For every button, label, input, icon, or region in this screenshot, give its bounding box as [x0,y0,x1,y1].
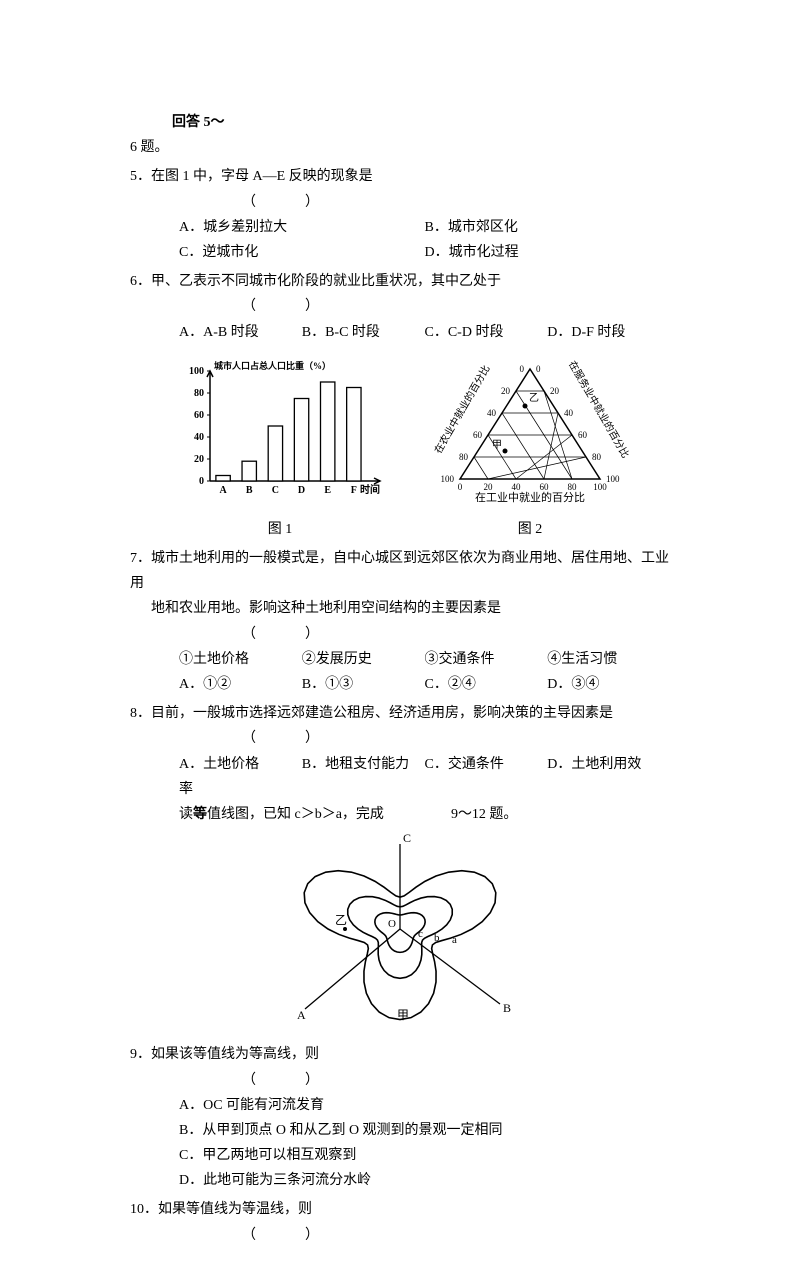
q10-stem: 10．如果等值线为等温线，则 [130,1197,670,1222]
svg-text:60: 60 [578,430,588,440]
q5-optA: A．城乡差别拉大 [179,215,425,240]
intro-line2: 6 题。 [130,135,670,160]
q9-optD: D．此地可能为三条河流分水岭 [179,1168,670,1193]
svg-text:乙: 乙 [529,392,539,404]
svg-text:B: B [503,1001,511,1015]
q6-optA: A．A-B 时段 [179,320,302,345]
svg-text:0: 0 [520,364,525,374]
svg-text:A: A [297,1008,306,1022]
svg-text:80: 80 [459,452,469,462]
q8-optD: D．土地利用效 [547,752,670,777]
figure-2: 010010020808040606060404080202010000乙甲在工… [430,351,630,542]
ternary-chart-svg: 010010020808040606060404080202010000乙甲在工… [430,351,630,506]
q7-optB: B．①③ [302,672,425,697]
q8-blank: （ ） [242,726,670,751]
svg-text:20: 20 [484,482,494,492]
svg-text:80: 80 [194,388,204,399]
q7-n2: ②发展历史 [302,647,425,672]
q9-blank: （ ） [242,1068,670,1093]
q7-optD: D．③④ [547,672,670,697]
contour-svg: C A B Ocba 甲 乙 [275,829,525,1029]
q6-stem: 6．甲、乙表示不同城市化阶段的就业比重状况，其中乙处于 [130,269,670,294]
q9-optC: C．甲乙两地可以相互观察到 [179,1143,670,1168]
contour-figure: C A B Ocba 甲 乙 [130,829,670,1038]
svg-text:O: O [388,918,396,930]
svg-text:20: 20 [550,386,560,396]
intro-line1: 回答 5～ [172,110,670,135]
q5-optC: C．逆城市化 [179,240,425,265]
svg-text:60: 60 [194,410,204,421]
svg-text:C: C [403,831,411,845]
svg-text:B: B [246,485,253,496]
q7-n1: ①土地价格 [179,647,302,672]
figure-1: 0 20 40 60 80 100 城市人口占总人口比重（%） A B C D E F时间 图 1 [170,356,390,542]
svg-text:甲: 甲 [397,1008,409,1022]
q9-optB: B．从甲到顶点 O 和从乙到 O 观测到的景观一定相同 [179,1118,670,1143]
q7-optA: A．①② [179,672,302,697]
q8-optC: C．交通条件 [425,752,548,777]
svg-text:40: 40 [487,408,497,418]
q6-optC: C．C-D 时段 [425,320,548,345]
svg-text:100: 100 [441,474,455,484]
q6-blank: （ ） [242,294,670,319]
svg-text:40: 40 [512,482,522,492]
svg-text:E: E [324,485,331,496]
svg-text:20: 20 [194,454,204,465]
svg-text:甲: 甲 [492,440,502,451]
svg-text:80: 80 [592,452,602,462]
svg-text:c: c [418,928,423,940]
q5-optD: D．城市化过程 [425,240,671,265]
q5-optB: B．城市郊区化 [425,215,671,240]
svg-text:0: 0 [536,364,541,374]
q7-n3: ③交通条件 [425,647,548,672]
q8-stem: 8．目前，一般城市选择远郊建造公租房、经济适用房，影响决策的主导因素是 [130,701,670,726]
svg-text:0: 0 [458,482,463,492]
svg-text:80: 80 [568,482,578,492]
q6-optB: B．B-C 时段 [302,320,425,345]
svg-text:100: 100 [593,482,607,492]
svg-text:A: A [219,485,227,496]
svg-text:40: 40 [564,408,574,418]
q5-stem: 5．在图 1 中，字母 A—E 反映的现象是 [130,164,670,189]
svg-text:0: 0 [199,476,204,487]
contour-intro: 读等值线图，已知 c＞b＞a，完成 9～12 题。 [179,802,670,827]
q7-stem1: 7．城市土地利用的一般模式是，自中心城区到远郊区依次为商业用地、居住用地、工业用 [130,546,670,596]
svg-text:在工业中就业的百分比: 在工业中就业的百分比 [475,490,585,504]
q6-optD: D．D-F 时段 [547,320,670,345]
q10-blank: （ ） [242,1223,670,1248]
svg-text:C: C [272,485,279,496]
fig1-caption: 图 1 [170,517,390,542]
q7-n4: ④生活习惯 [547,647,670,672]
svg-text:时间: 时间 [360,483,380,496]
bar-chart-svg: 0 20 40 60 80 100 城市人口占总人口比重（%） A B C D E F时间 [170,356,390,506]
fig2-caption: 图 2 [430,517,630,542]
svg-text:20: 20 [501,386,511,396]
q7-stem2: 地和农业用地。影响这种土地利用空间结构的主要因素是 [151,596,670,621]
svg-text:100: 100 [606,474,620,484]
svg-text:100: 100 [189,366,204,377]
svg-text:60: 60 [473,430,483,440]
svg-text:b: b [434,932,440,944]
svg-text:40: 40 [194,432,204,443]
q8-optB: B．地租支付能力 [302,752,425,777]
svg-text:乙: 乙 [335,913,347,927]
q7-blank: （ ） [242,622,670,647]
svg-text:在服务业中就业的百分比: 在服务业中就业的百分比 [566,358,630,460]
q9-stem: 9．如果该等值线为等高线，则 [130,1042,670,1067]
svg-text:D: D [298,485,305,496]
q9-optA: A．OC 可能有河流发育 [179,1093,670,1118]
svg-text:F: F [351,485,357,496]
q8-optA: A．土地价格 [179,752,302,777]
q7-optC: C．②④ [425,672,548,697]
svg-text:城市人口占总人口比重（%）: 城市人口占总人口比重（%） [214,360,331,371]
svg-text:60: 60 [540,482,550,492]
q5-blank: （ ） [242,190,670,215]
q8-optD-cont: 率 [179,777,670,802]
svg-text:a: a [452,934,457,946]
